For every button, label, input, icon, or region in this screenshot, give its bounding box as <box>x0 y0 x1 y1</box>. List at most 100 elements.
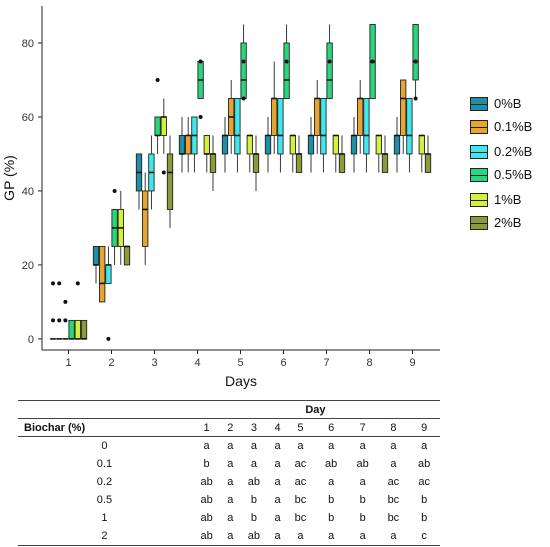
table-row: 2 ab a ab a a a a a c <box>18 527 440 546</box>
table-body: 0 a a a a a a a a a 0.1 b a a a ac ab ab a ab 0.2 ab a ab a ac a a a… <box>18 437 440 546</box>
box-body <box>338 153 346 173</box>
table-cell: bc <box>294 512 307 524</box>
table-cell: a <box>269 527 286 546</box>
x-tick-label: 9 <box>409 357 415 369</box>
table-column-header: 7 <box>346 418 379 437</box>
legend-swatch <box>470 119 488 134</box>
table-row-biochar: 2 <box>18 527 191 546</box>
table-cell: a <box>315 527 347 546</box>
box-outlier <box>112 188 117 193</box>
table-row-biochar: 0.2 <box>96 476 113 488</box>
table-row: 0.1 b a a a ac ab ab a ab <box>18 455 440 473</box>
box-outlier <box>413 59 418 64</box>
box-body <box>350 135 358 155</box>
box-body <box>277 98 284 155</box>
legend-swatch <box>470 167 488 182</box>
box-body <box>209 153 217 173</box>
table-cell: a <box>227 494 234 506</box>
table-cell: ab <box>325 458 338 470</box>
table-cell: a <box>359 440 366 452</box>
table-cell: a <box>227 512 234 524</box>
legend-item: 0%B <box>470 92 550 115</box>
y-tick-label: 60 <box>22 112 34 124</box>
box-body <box>320 98 327 155</box>
x-tick-label: 8 <box>366 357 372 369</box>
box-outlier <box>57 281 62 286</box>
box-body <box>381 153 389 173</box>
box-outlier <box>241 96 246 101</box>
y-tick-label: 40 <box>22 186 34 198</box>
table-cell: a <box>250 458 257 470</box>
table-cell: a <box>297 440 304 452</box>
table-column-header: 6 <box>315 418 347 437</box>
table-cell: bc <box>294 494 307 506</box>
table-column-header: 9 <box>408 418 440 437</box>
box-plot-chart: 0 20 40 60 80 1 2 3 4 5 6 7 8 9 Days GP (%) <box>1 6 440 389</box>
box-body <box>363 98 370 155</box>
table-cell: a <box>378 527 409 546</box>
box-body <box>264 135 272 155</box>
box-outlier <box>57 318 62 323</box>
legend-item: 1%B <box>470 188 550 211</box>
table-column-header: 5 <box>285 418 316 437</box>
box-outlier <box>241 59 246 64</box>
table-cell: a <box>274 494 281 506</box>
table-cell: a <box>274 440 281 452</box>
box-body <box>166 153 174 210</box>
table-column-header: 3 <box>238 418 270 437</box>
box-outlier <box>75 281 80 286</box>
table-cell: bc <box>387 494 400 506</box>
box-outlier <box>198 114 203 119</box>
legend-label: 1%B <box>494 192 522 207</box>
table-cell: ab <box>200 494 213 506</box>
table-row-biochar: 0.1 <box>96 458 113 470</box>
legend-label: 0%B <box>494 96 522 111</box>
y-axis-label: GP (%) <box>1 155 17 201</box>
box-body <box>185 135 192 155</box>
table-row: 0.2 ab a ab a ac a a ac ac <box>18 473 440 491</box>
table-row-biochar: 0 <box>101 440 108 452</box>
box-outlier <box>63 318 68 323</box>
table-cell: b <box>328 494 335 506</box>
legend-swatch <box>470 96 488 111</box>
table-cell: a <box>227 476 234 488</box>
box-body <box>393 135 401 155</box>
table-cell: ac <box>387 476 400 488</box>
legend-label: 0.2%B <box>494 144 533 159</box>
table-cell: a <box>328 440 335 452</box>
table-cell: a <box>390 440 397 452</box>
table-cell: b <box>328 512 335 524</box>
x-tick-label: 5 <box>237 357 243 369</box>
table-cell: b <box>359 494 366 506</box>
table-cell: b <box>421 512 428 524</box>
table-cell: ab <box>247 476 261 488</box>
box-body <box>400 79 407 136</box>
box-outlier <box>284 59 289 64</box>
table-cell: a <box>274 458 281 470</box>
table-cell: ab <box>190 527 223 546</box>
table-cell: c <box>408 527 440 546</box>
box-body <box>240 42 247 99</box>
box-outlier <box>63 299 68 304</box>
x-tick-label: 6 <box>280 357 286 369</box>
table-cell: a <box>250 440 257 452</box>
table-cell: b <box>203 458 210 470</box>
table-cell: a <box>359 476 366 488</box>
table-row: 0 a a a a a a a a a <box>18 437 440 456</box>
table-cell: bc <box>387 512 400 524</box>
legend-swatch <box>470 215 488 230</box>
legend-label: 0.5%B <box>494 167 533 182</box>
box-body <box>283 42 290 99</box>
box-body <box>234 98 241 155</box>
table-cell: a <box>285 527 316 546</box>
table-cell: a <box>274 476 281 488</box>
box-outlier <box>106 336 111 341</box>
table-cell: a <box>274 512 281 524</box>
box-outlier <box>51 281 55 286</box>
box-body <box>406 98 413 155</box>
table-title: Day <box>190 400 440 419</box>
table-cell: b <box>359 512 366 524</box>
legend-swatch <box>470 144 488 159</box>
